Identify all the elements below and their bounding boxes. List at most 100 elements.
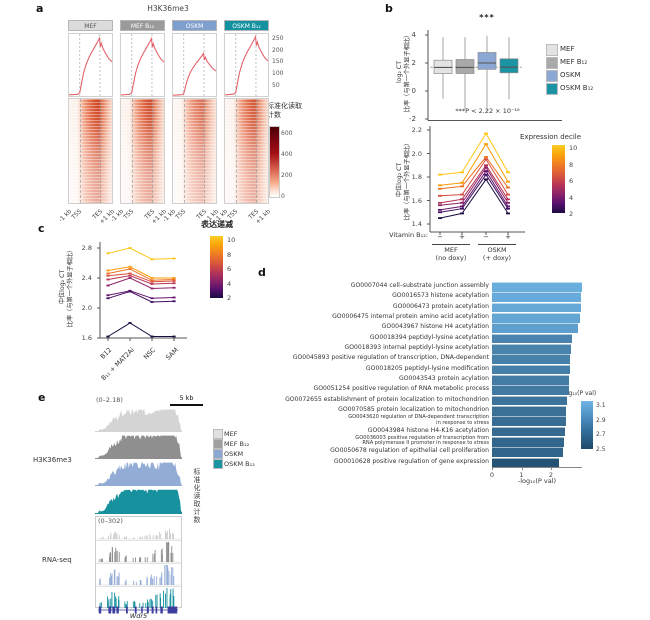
d-go-term-label: GO0070585 protein localization to mitoch… — [338, 406, 489, 413]
c-y-tick: 2.0 — [81, 304, 92, 312]
b-group-oskm-sublabel: (+ doxy) — [482, 254, 512, 262]
c-x-tick-label: SAM — [163, 346, 180, 362]
d-x-tick-label: 1 — [519, 471, 524, 479]
a-heatmap-fade — [225, 99, 268, 203]
b-box-y-tick: 0 — [411, 87, 416, 95]
a-heatmap — [172, 98, 217, 204]
a-heatmap-guide-line — [235, 99, 237, 203]
b-lines-x-sign: + — [505, 233, 511, 241]
e-rna-track-divider — [96, 563, 181, 564]
a-heatmap — [120, 98, 165, 204]
b-boxplot-svg — [425, 30, 562, 121]
d-go-bar — [492, 281, 582, 292]
c-y-tick: 2.4 — [81, 274, 92, 282]
d-go-term-label: GO0043620 regulation of DNA-dependent tr… — [348, 414, 489, 426]
d-colorbar — [581, 401, 593, 449]
d-go-bar — [492, 333, 572, 344]
b-decile-colorbar-tick: 6 — [569, 177, 574, 185]
c-ylabel-line1: 中位log₂ CT — [59, 269, 66, 305]
d-go-bar — [492, 323, 579, 333]
b-decile-legend-title: Expression decile — [520, 133, 582, 141]
d-go-term-label: GO0051254 positive regulation of RNA met… — [313, 385, 489, 393]
e-gene-name: Wdr5 — [129, 612, 148, 620]
panel-a-label: a — [36, 2, 44, 15]
a-metaplot-y-tick: 150 — [272, 58, 284, 66]
d-go-term-label: GO0018393 internal peptidyl-lysine acety… — [344, 343, 490, 351]
e-gene-model-svg — [98, 606, 178, 614]
d-go-term-label: GO0006473 protein acetylation — [392, 302, 489, 310]
d-x-tick-mark — [521, 468, 523, 470]
a-x-tick-label: TSS — [174, 208, 188, 221]
d-go-term-label: GO0043967 histone H4 acetylation — [381, 323, 489, 331]
c-legend-title: 表达递减 — [201, 220, 233, 229]
b-legend-swatch — [546, 44, 558, 56]
a-column-header: MEF B₁₂ — [120, 20, 165, 31]
d-go-term-label: GO0007044 cell–substrate junction assemb… — [350, 281, 489, 289]
a-column-header: OSKM B₁₂ — [224, 20, 269, 31]
e-rna-track-4 — [97, 588, 180, 609]
d-go-bar — [492, 426, 565, 437]
e-scalebar — [170, 404, 203, 406]
a-metaplot-panel — [172, 33, 217, 97]
a-colorbar-tick: 200 — [281, 172, 293, 179]
panel-d-label: d — [258, 266, 266, 279]
d-go-bar — [492, 457, 560, 468]
d-go-bar — [492, 312, 580, 323]
a-x-tick-label: TSS — [122, 208, 136, 221]
d-colorbar-tick: 3.1 — [596, 402, 606, 409]
b-legend-label: OSKM — [560, 71, 581, 79]
d-go-bar — [492, 395, 568, 406]
b-group-mef-label: MEF — [444, 246, 458, 254]
d-go-bar — [492, 343, 572, 354]
e-chip-track-3 — [95, 462, 182, 486]
d-go-term-label: GO0050678 regulation of epithelial cell … — [330, 447, 489, 455]
d-go-bar — [492, 406, 567, 416]
d-x-tick-mark — [551, 468, 552, 470]
a-colorbar-tick: 600 — [281, 130, 293, 137]
a-heatmap-guide-line — [255, 99, 257, 203]
a-metaplot-y-tick: 200 — [272, 46, 284, 54]
e-legend-label: OSKM B₁₂ — [224, 459, 255, 468]
b-legend-swatch — [546, 70, 558, 82]
d-go-term-label: GO0072655 establishment of protein local… — [285, 395, 489, 403]
b-lines-ylabel-line1: 中位log₂ CT — [396, 162, 403, 198]
e-legend-swatch — [213, 439, 223, 449]
panel-c-label: c — [38, 222, 45, 235]
a-heatmap-guide-line — [183, 99, 185, 203]
d-colorbar-tick: 2.9 — [596, 416, 606, 424]
e-chip-track-1 — [95, 409, 182, 432]
d-go-term-label: GO0036003 positive regulation of transcr… — [355, 435, 489, 447]
e-legend-label: OSKM — [224, 449, 244, 458]
e-scalebar-label: 5 kb — [179, 394, 194, 402]
a-metaplot-panel — [68, 33, 113, 97]
b-vitamin-axis-label: Vitamin B₁₂: — [389, 231, 428, 239]
e-legend-swatch — [213, 429, 223, 439]
a-x-tick-label: TSS — [226, 208, 240, 221]
b-legend-label: MEF — [560, 45, 575, 53]
a-colorbar-tick: 400 — [281, 151, 293, 158]
b-group-oskm-label: OSKM — [487, 246, 507, 254]
d-go-term-label: GO0043984 histone H4-K16 acetylation — [367, 426, 489, 434]
e-chip-track-4 — [95, 489, 182, 514]
e-chip-track-2 — [95, 435, 182, 459]
a-heatmap-guide-line — [131, 99, 133, 203]
e-h3k36me3-row-label: H3K36me3 — [33, 456, 72, 464]
a-heatmap — [68, 98, 113, 204]
d-go-bar — [492, 416, 566, 427]
b-group-underline-oskm — [478, 244, 516, 245]
b-legend-swatch — [546, 83, 558, 95]
d-go-term-label: GO0006475 internal protein amino acid ac… — [332, 312, 489, 320]
c-x-tick-label: NSC — [142, 346, 158, 362]
a-metaplot-y-tick: 250 — [272, 34, 284, 42]
d-x-axis-line — [492, 467, 582, 468]
b-decile-colorbar — [552, 145, 565, 213]
b-group-mef-sublabel: (no doxy) — [435, 254, 467, 262]
d-go-bar — [492, 354, 571, 365]
d-go-term-label: GO0018205 peptidyl-lysine modification — [365, 364, 489, 372]
e-legend-label: MEF B₁₂ — [224, 439, 250, 448]
c-lines-svg — [97, 242, 187, 341]
d-go-bar — [492, 447, 564, 458]
b-legend-label: MEF B₁₂ — [560, 58, 588, 66]
d-go-bar — [492, 374, 570, 385]
